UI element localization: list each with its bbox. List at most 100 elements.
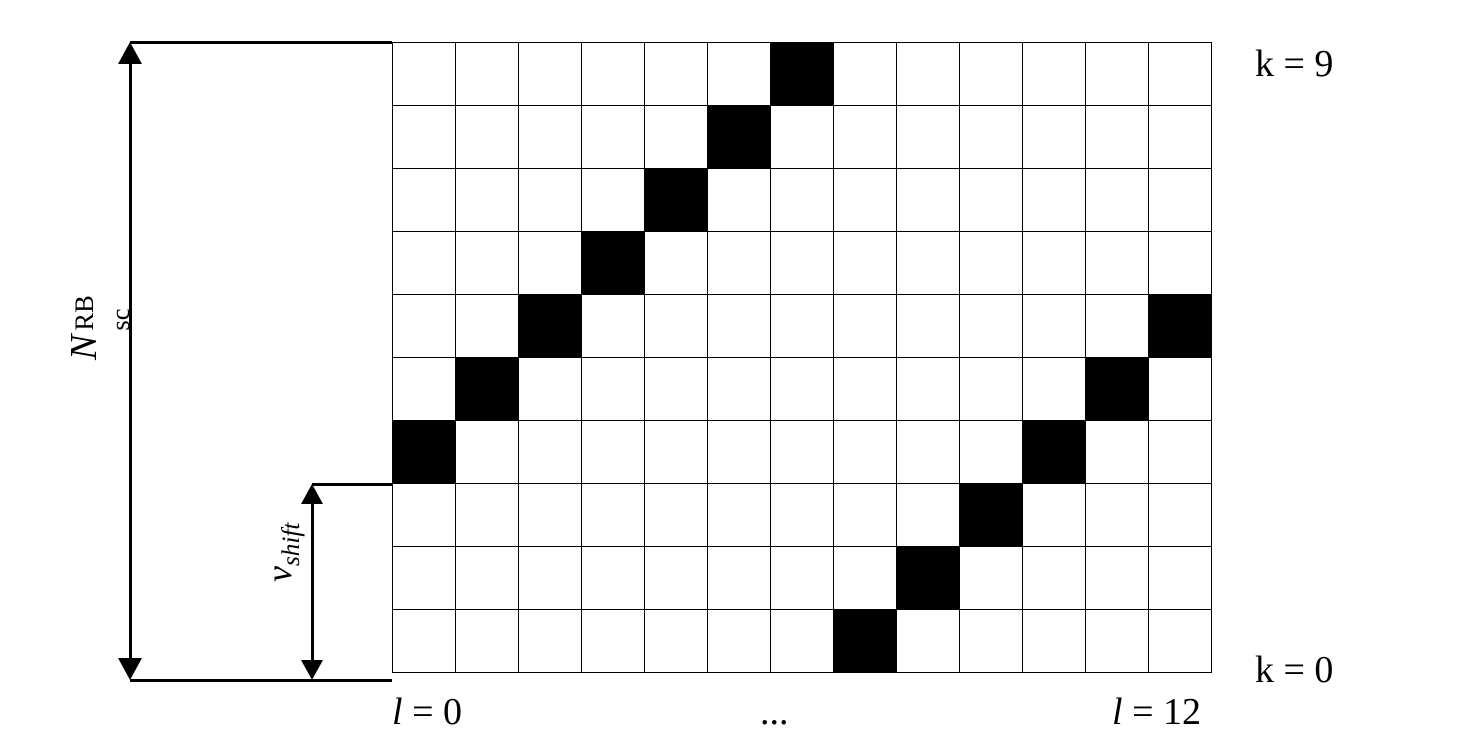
grid-cell <box>519 610 582 673</box>
grid-cell <box>645 547 708 610</box>
grid-cell <box>708 232 771 295</box>
grid-cell <box>1149 232 1212 295</box>
grid-cell <box>1023 106 1086 169</box>
grid-cell <box>960 610 1023 673</box>
grid-cell <box>519 484 582 547</box>
grid-cell <box>519 295 582 358</box>
grid-cell <box>708 106 771 169</box>
grid-cell <box>519 358 582 421</box>
grid-cell <box>582 169 645 232</box>
label-l0: l = 0 <box>392 690 462 734</box>
grid-cell <box>1149 295 1212 358</box>
grid-cell <box>519 232 582 295</box>
grid-cell <box>771 106 834 169</box>
grid-cell <box>645 421 708 484</box>
grid-cell <box>1086 106 1149 169</box>
grid-cell <box>456 421 519 484</box>
grid-cell <box>1086 610 1149 673</box>
grid-cell <box>708 610 771 673</box>
grid-cell <box>645 484 708 547</box>
resource-grid <box>392 42 1212 673</box>
grid-cell <box>708 295 771 358</box>
grid-cell <box>1149 547 1212 610</box>
grid-cell <box>708 43 771 106</box>
grid-cell <box>834 421 897 484</box>
grid-cell <box>1149 421 1212 484</box>
grid-cell <box>1086 295 1149 358</box>
grid-cell <box>645 610 708 673</box>
grid-cell <box>1149 43 1212 106</box>
diagram-stage: NRBsc vshift k = 9 k = 0 l = 0 ... l = 1… <box>0 0 1477 747</box>
grid-cell <box>771 484 834 547</box>
grid-cell <box>456 295 519 358</box>
label-k9: k = 9 <box>1255 42 1333 86</box>
grid-cell <box>897 106 960 169</box>
grid-cell <box>456 610 519 673</box>
grid-cell <box>1086 484 1149 547</box>
label-l12-rest: = 12 <box>1123 691 1201 733</box>
label-ellipsis: ... <box>760 690 789 734</box>
grid-cell <box>519 421 582 484</box>
grid-cell <box>456 232 519 295</box>
grid-cell <box>1086 421 1149 484</box>
grid-cell <box>1086 358 1149 421</box>
grid-cell <box>960 43 1023 106</box>
grid-cell <box>393 358 456 421</box>
grid-cell <box>582 421 645 484</box>
label-vshift: vshift <box>258 523 306 582</box>
grid-cell <box>456 169 519 232</box>
grid-cell <box>897 295 960 358</box>
label-v-main: v <box>259 566 299 582</box>
grid-cell <box>1023 547 1086 610</box>
grid-cell <box>960 484 1023 547</box>
grid-cell <box>645 106 708 169</box>
label-l0-var: l <box>392 691 403 733</box>
grid-cell <box>1149 106 1212 169</box>
grid-cell <box>897 169 960 232</box>
grid-cell <box>519 169 582 232</box>
grid-cell <box>393 43 456 106</box>
label-n-sup: RB <box>69 295 100 330</box>
grid-cell <box>834 295 897 358</box>
grid-cell <box>834 232 897 295</box>
grid-cell <box>897 232 960 295</box>
grid-cell <box>771 295 834 358</box>
grid-cell <box>771 43 834 106</box>
grid-cell <box>393 547 456 610</box>
label-v-sub: shift <box>278 523 305 566</box>
grid-cell <box>708 547 771 610</box>
grid-cell <box>1023 295 1086 358</box>
label-n-sub: sc <box>105 308 136 330</box>
grid-cell <box>1023 232 1086 295</box>
grid-cell <box>1149 484 1212 547</box>
grid-cell <box>834 610 897 673</box>
grid-cell <box>519 43 582 106</box>
grid-cell <box>393 610 456 673</box>
grid-cell <box>708 484 771 547</box>
grid-cell <box>582 106 645 169</box>
grid-cell <box>897 358 960 421</box>
grid-cell <box>960 358 1023 421</box>
grid-cell <box>960 547 1023 610</box>
grid-cell <box>645 358 708 421</box>
grid-cell <box>456 106 519 169</box>
grid-cell <box>834 484 897 547</box>
grid-cell <box>582 358 645 421</box>
grid-cell <box>960 421 1023 484</box>
grid-cell <box>897 484 960 547</box>
grid-cell <box>897 610 960 673</box>
label-k0: k = 0 <box>1255 648 1333 692</box>
grid-cell <box>771 232 834 295</box>
label-l12: l = 12 <box>1112 690 1201 734</box>
grid-cell <box>771 610 834 673</box>
grid-cell <box>960 295 1023 358</box>
grid-cell <box>1086 547 1149 610</box>
grid-cell <box>393 421 456 484</box>
grid-cell <box>771 421 834 484</box>
grid-cell <box>960 232 1023 295</box>
grid-cell <box>1023 484 1086 547</box>
grid-cell <box>582 43 645 106</box>
grid-cell <box>897 547 960 610</box>
grid-cell <box>645 232 708 295</box>
grid-cell <box>1086 43 1149 106</box>
